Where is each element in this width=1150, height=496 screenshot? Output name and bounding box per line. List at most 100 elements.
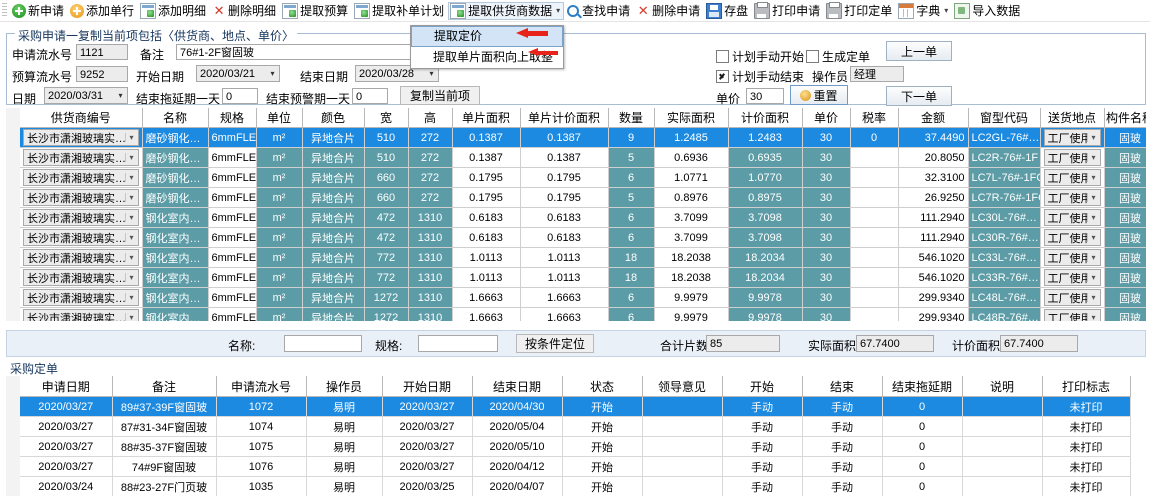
- cell-color[interactable]: 异地合片: [302, 147, 365, 168]
- cell-tax-rate[interactable]: [850, 247, 899, 268]
- col-remark[interactable]: 备注: [112, 376, 217, 397]
- cell-delivery-place-combo[interactable]: 工厂使用▾: [1043, 249, 1101, 266]
- cell-unit[interactable]: m²: [256, 247, 303, 268]
- cell-width[interactable]: 772: [364, 267, 409, 288]
- col-unit[interactable]: 单位: [256, 108, 303, 128]
- col-tax-rate[interactable]: 税率: [850, 108, 899, 128]
- cell-start[interactable]: 手动: [722, 476, 803, 496]
- cell-delivery-place-combo[interactable]: 工厂使用▾: [1043, 289, 1101, 306]
- chevron-down-icon[interactable]: ▾: [124, 213, 138, 222]
- cell-apply-serial[interactable]: 1075: [216, 436, 307, 457]
- remark-input[interactable]: 76#1-2F窗固玻: [176, 44, 476, 60]
- cell-amount[interactable]: 299.9340: [898, 307, 969, 321]
- cell-real-area[interactable]: 0.6936: [654, 147, 729, 168]
- cell-start[interactable]: 手动: [722, 436, 803, 457]
- cell-height[interactable]: 1310: [408, 207, 453, 228]
- chevron-down-icon[interactable]: ▾: [429, 69, 434, 78]
- col-height[interactable]: 高: [408, 108, 453, 128]
- col-part-name[interactable]: 构件名称: [1104, 108, 1146, 128]
- toolbar-button-extract-budget[interactable]: 提取预算: [280, 2, 352, 20]
- cell-start[interactable]: 手动: [722, 396, 803, 417]
- toolbar-button-find-request[interactable]: 查找申请: [564, 3, 634, 19]
- cell-window-code[interactable]: LC2R-76#-1F: [968, 147, 1041, 168]
- previous-order-button[interactable]: 上一单: [886, 41, 952, 61]
- cell-piece-calc-area[interactable]: 0.1387: [520, 147, 609, 168]
- cell-start-date[interactable]: 2020/03/27: [382, 396, 473, 417]
- cell-color[interactable]: 异地合片: [302, 167, 365, 188]
- chevron-down-icon[interactable]: ▾: [124, 153, 138, 162]
- cell-unit-price[interactable]: 30: [802, 127, 851, 148]
- next-order-button[interactable]: 下一单: [886, 86, 952, 106]
- cell-part-name[interactable]: 固玻: [1104, 147, 1146, 168]
- cell-supplier-code[interactable]: 长沙市潇湘玻璃实… ▾: [20, 307, 143, 321]
- col-real-area[interactable]: 实际面积: [654, 108, 729, 128]
- cell-piece-area[interactable]: 1.0113: [452, 267, 521, 288]
- toolbar-button-delete-request[interactable]: ✕ 删除申请: [634, 3, 704, 19]
- cell-spec[interactable]: 6mmFLE…: [208, 147, 257, 168]
- cell-delivery-place[interactable]: 工厂使用▾: [1040, 307, 1105, 321]
- chevron-down-icon[interactable]: ▾: [1086, 173, 1100, 182]
- cell-part-name[interactable]: 固玻: [1104, 247, 1146, 268]
- chevron-down-icon[interactable]: ▾: [118, 91, 123, 100]
- cell-amount[interactable]: 546.1020: [898, 267, 969, 288]
- cell-delivery-place[interactable]: 工厂使用▾: [1040, 147, 1105, 168]
- serial-input[interactable]: 1121: [76, 44, 128, 60]
- cell-delivery-place[interactable]: 工厂使用▾: [1040, 207, 1105, 228]
- table-row[interactable]: 长沙市潇湘玻璃实…▾磨砂钢化…6mmFLE…m²异地合片6602720.1795…: [20, 187, 1146, 208]
- cell-width[interactable]: 472: [364, 207, 409, 228]
- checkbox-manual-end[interactable]: 计划手动结束: [716, 68, 804, 85]
- toolbar-button-print-order[interactable]: 打印定单: [824, 1, 896, 20]
- cell-name[interactable]: 钢化室内…: [142, 307, 209, 321]
- cell-unit-price[interactable]: 30: [802, 187, 851, 208]
- table-row[interactable]: 2020/03/24 88#23-27F门页玻 1035 易明 2020/03/25 20…: [20, 476, 1131, 496]
- cell-window-code[interactable]: LC30L-76#…: [968, 207, 1041, 228]
- cell-apply-serial[interactable]: 1072: [216, 396, 307, 417]
- locate-by-condition-button[interactable]: 按条件定位: [516, 334, 594, 353]
- checkbox-box[interactable]: [806, 50, 819, 63]
- toolbar-button-add-row[interactable]: 添加单行: [68, 3, 138, 19]
- order-grid-container[interactable]: 申请日期 备注 申请流水号 操作员 开始日期 结束日期 状态 领导意见 开始 结…: [20, 376, 1146, 496]
- cell-unit[interactable]: m²: [256, 207, 303, 228]
- cell-unit-price[interactable]: 30: [802, 207, 851, 228]
- cell-spec[interactable]: 6mmFLE…: [208, 287, 257, 308]
- cell-unit-price[interactable]: 30: [802, 227, 851, 248]
- chevron-down-icon[interactable]: ▾: [1086, 153, 1100, 162]
- cell-unit[interactable]: m²: [256, 287, 303, 308]
- chevron-down-icon[interactable]: ▾: [1086, 233, 1100, 242]
- cell-print-flag[interactable]: 未打印: [1042, 416, 1131, 437]
- cell-leader-opinion[interactable]: [642, 436, 723, 457]
- cell-amount[interactable]: 37.4490: [898, 127, 969, 148]
- cell-color[interactable]: 异地合片: [302, 227, 365, 248]
- cell-calc-area[interactable]: 0.8975: [728, 187, 803, 208]
- cell-window-code[interactable]: LC7R-76#-1FO: [968, 187, 1041, 208]
- cell-amount[interactable]: 546.1020: [898, 247, 969, 268]
- cell-supplier-code[interactable]: 长沙市潇湘玻璃实… ▾: [20, 127, 143, 148]
- cell-name[interactable]: 钢化室内…: [142, 287, 209, 308]
- table-row[interactable]: 长沙市潇湘玻璃实…▾磨砂钢化…6mmFLE…m²异地合片5102720.1387…: [20, 127, 1146, 148]
- col-apply-serial[interactable]: 申请流水号: [216, 376, 307, 397]
- cell-start-date[interactable]: 2020/03/27: [382, 456, 473, 477]
- cell-quantity[interactable]: 6: [608, 287, 655, 308]
- cell-apply-serial[interactable]: 1074: [216, 416, 307, 437]
- cell-spec[interactable]: 6mmFLE…: [208, 307, 257, 321]
- cell-unit-price[interactable]: 30: [802, 307, 851, 321]
- toolbar-button-save[interactable]: 存盘: [704, 2, 752, 20]
- cell-supplier-code-combo[interactable]: 长沙市潇湘玻璃实… ▾: [23, 129, 139, 146]
- cell-amount[interactable]: 20.8050: [898, 147, 969, 168]
- cell-delivery-place-combo[interactable]: 工厂使用▾: [1043, 209, 1101, 226]
- col-end-delay[interactable]: 结束拖延期: [882, 376, 963, 397]
- cell-piece-calc-area[interactable]: 0.6183: [520, 227, 609, 248]
- cell-amount[interactable]: 111.2940: [898, 227, 969, 248]
- cell-note[interactable]: [962, 396, 1043, 417]
- toolbar-button-dictionary[interactable]: 字典 ▾: [896, 2, 952, 20]
- table-row[interactable]: 长沙市潇湘玻璃实…▾磨砂钢化…6mmFLE…m²异地合片5102720.1387…: [20, 147, 1146, 168]
- chevron-down-icon[interactable]: ▾: [124, 273, 138, 282]
- cell-height[interactable]: 272: [408, 167, 453, 188]
- cell-amount[interactable]: 111.2940: [898, 207, 969, 228]
- col-delivery-place[interactable]: 送货地点: [1040, 108, 1105, 128]
- cell-color[interactable]: 异地合片: [302, 127, 365, 148]
- cell-quantity[interactable]: 6: [608, 167, 655, 188]
- cell-status[interactable]: 开始: [562, 476, 643, 496]
- chevron-down-icon[interactable]: ▾: [1086, 273, 1100, 282]
- cell-supplier-code[interactable]: 长沙市潇湘玻璃实… ▾: [20, 227, 143, 248]
